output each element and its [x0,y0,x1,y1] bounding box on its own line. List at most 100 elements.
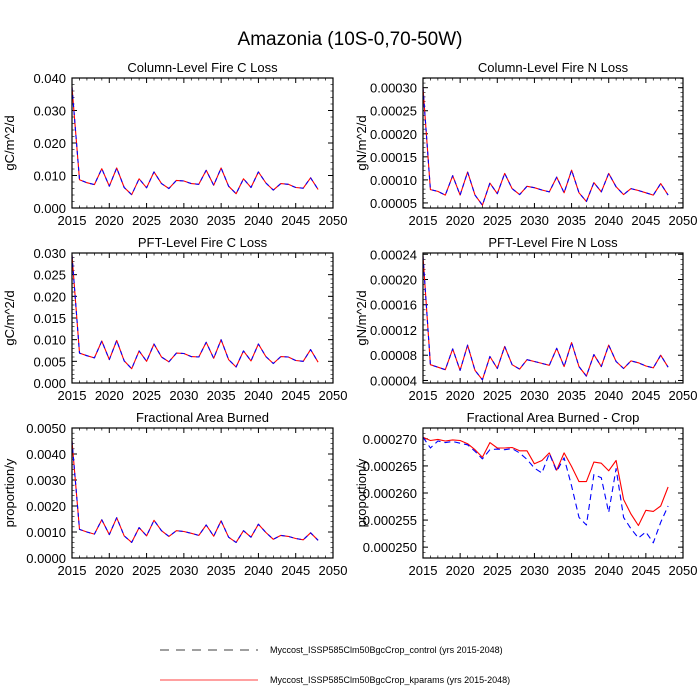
panel-3: PFT-Level Fire C Loss gC/m^2/d 2015 2020 202… [2,235,347,403]
x-tick-label: 2020 [446,388,475,403]
series-line-kparams [71,255,319,370]
x-tick-label: 2045 [631,563,660,578]
x-tick-label: 2050 [319,213,348,228]
x-tick-label: 2045 [631,388,660,403]
x-tick-label: 2020 [95,563,124,578]
series-line-kparams [422,256,669,381]
y-tick-label: 0.00016 [370,298,417,313]
y-tick-label: 0.000 [33,376,66,391]
series-line-control [422,256,669,381]
x-tick-label: 2015 [58,213,87,228]
x-tick-label: 2040 [594,388,623,403]
x-tick-label: 2040 [244,388,273,403]
y-tick-label: 0.020 [33,289,66,304]
series-line-control [422,436,669,544]
panel-1: Column-Level Fire C Loss gC/m^2/d 2015 2020… [2,60,347,228]
x-tick-label: 2020 [446,563,475,578]
x-tick-label: 2035 [207,388,236,403]
y-tick-label: 0.00015 [370,150,417,165]
y-tick-label: 0.020 [33,136,66,151]
y-tick-label: 0.0030 [26,473,66,488]
x-tick-label: 2040 [244,563,273,578]
y-tick-label: 0.030 [33,246,66,261]
y-tick-label: 0.0050 [26,421,66,436]
x-tick-label: 2035 [557,563,586,578]
panel-2: Column-Level Fire N Loss gN/m^2/d 2015 2020… [354,60,697,228]
series-line-control [422,87,669,206]
panel-6: Fractional Area Burned - Crop proportion/… [354,410,697,578]
x-tick-label: 2035 [207,213,236,228]
x-tick-label: 2015 [409,213,438,228]
y-tick-label: 0.005 [33,354,66,369]
x-tick-label: 2050 [669,213,698,228]
y-tick-label: 0.0040 [26,447,66,462]
panel-title: PFT-Level Fire C Loss [138,235,268,250]
x-tick-label: 2025 [132,563,161,578]
x-tick-label: 2030 [169,213,198,228]
y-axis-label: gN/m^2/d [354,115,369,170]
panel-5: Fractional Area Burned proportion/y 2015 20… [2,410,347,578]
panels: Column-Level Fire C Loss gC/m^2/d 2015 2020… [2,60,697,578]
y-tick-label: 0.00020 [370,127,417,142]
x-tick-label: 2025 [483,563,512,578]
legend-label-kparams: Myccost_ISSP585Clm50BgcCrop_kparams (yrs… [270,675,510,685]
series-line-kparams [422,436,669,527]
x-tick-label: 2015 [409,563,438,578]
y-tick-label: 0.030 [33,104,66,119]
y-tick-label: 0.00020 [370,273,417,288]
x-tick-label: 2030 [169,563,198,578]
panel-title: Fractional Area Burned [136,410,269,425]
y-tick-label: 0.040 [33,71,66,86]
series-line-kparams [71,440,319,543]
y-axis-label: gC/m^2/d [2,290,17,345]
panel-title: Column-Level Fire N Loss [478,60,629,75]
panel-title: Fractional Area Burned - Crop [467,410,640,425]
panel-title: Column-Level Fire C Loss [127,60,278,75]
plot-frame [71,252,334,384]
series-line-kparams [71,87,319,196]
x-tick-label: 2045 [631,213,660,228]
series-line-control [71,87,319,196]
y-tick-label: 0.00024 [370,247,417,262]
x-tick-label: 2050 [669,388,698,403]
x-tick-label: 2030 [169,388,198,403]
y-axis-label: proportion/y [2,458,17,527]
panel-title: PFT-Level Fire N Loss [488,235,618,250]
legend: Myccost_ISSP585Clm50BgcCrop_control (yrs… [160,645,510,685]
y-tick-label: 0.00010 [370,173,417,188]
x-tick-label: 2045 [281,563,310,578]
y-tick-label: 0.025 [33,268,66,283]
x-tick-label: 2035 [557,213,586,228]
x-tick-label: 2030 [520,388,549,403]
y-tick-label: 0.00025 [370,104,417,119]
x-tick-label: 2035 [557,388,586,403]
y-axis-label: gN/m^2/d [354,290,369,345]
y-tick-label: 0.0000 [26,551,66,566]
x-tick-label: 2015 [409,388,438,403]
x-tick-label: 2025 [483,388,512,403]
series-line-control [71,440,319,543]
figure-title: Amazonia (10S-0,70-50W) [238,29,463,50]
y-tick-label: 0.000255 [363,513,417,528]
x-tick-label: 2015 [58,388,87,403]
x-tick-label: 2020 [95,213,124,228]
y-tick-label: 0.000250 [363,540,417,555]
y-tick-label: 0.000 [33,201,66,216]
x-tick-label: 2020 [446,213,475,228]
y-tick-label: 0.00008 [370,348,417,363]
y-axis-label: gC/m^2/d [2,115,17,170]
y-tick-label: 0.010 [33,169,66,184]
x-tick-label: 2040 [244,213,273,228]
panel-4: PFT-Level Fire N Loss gN/m^2/d 2015 2020 202… [354,235,697,403]
y-tick-label: 0.000260 [363,486,417,501]
x-tick-label: 2050 [319,563,348,578]
y-axis-label: proportion/y [354,458,369,527]
series-line-kparams [422,87,669,206]
x-tick-label: 2045 [281,213,310,228]
x-tick-label: 2050 [319,388,348,403]
y-tick-label: 0.00005 [370,196,417,211]
x-tick-label: 2050 [669,563,698,578]
y-tick-label: 0.00030 [370,81,417,96]
x-tick-label: 2045 [281,388,310,403]
